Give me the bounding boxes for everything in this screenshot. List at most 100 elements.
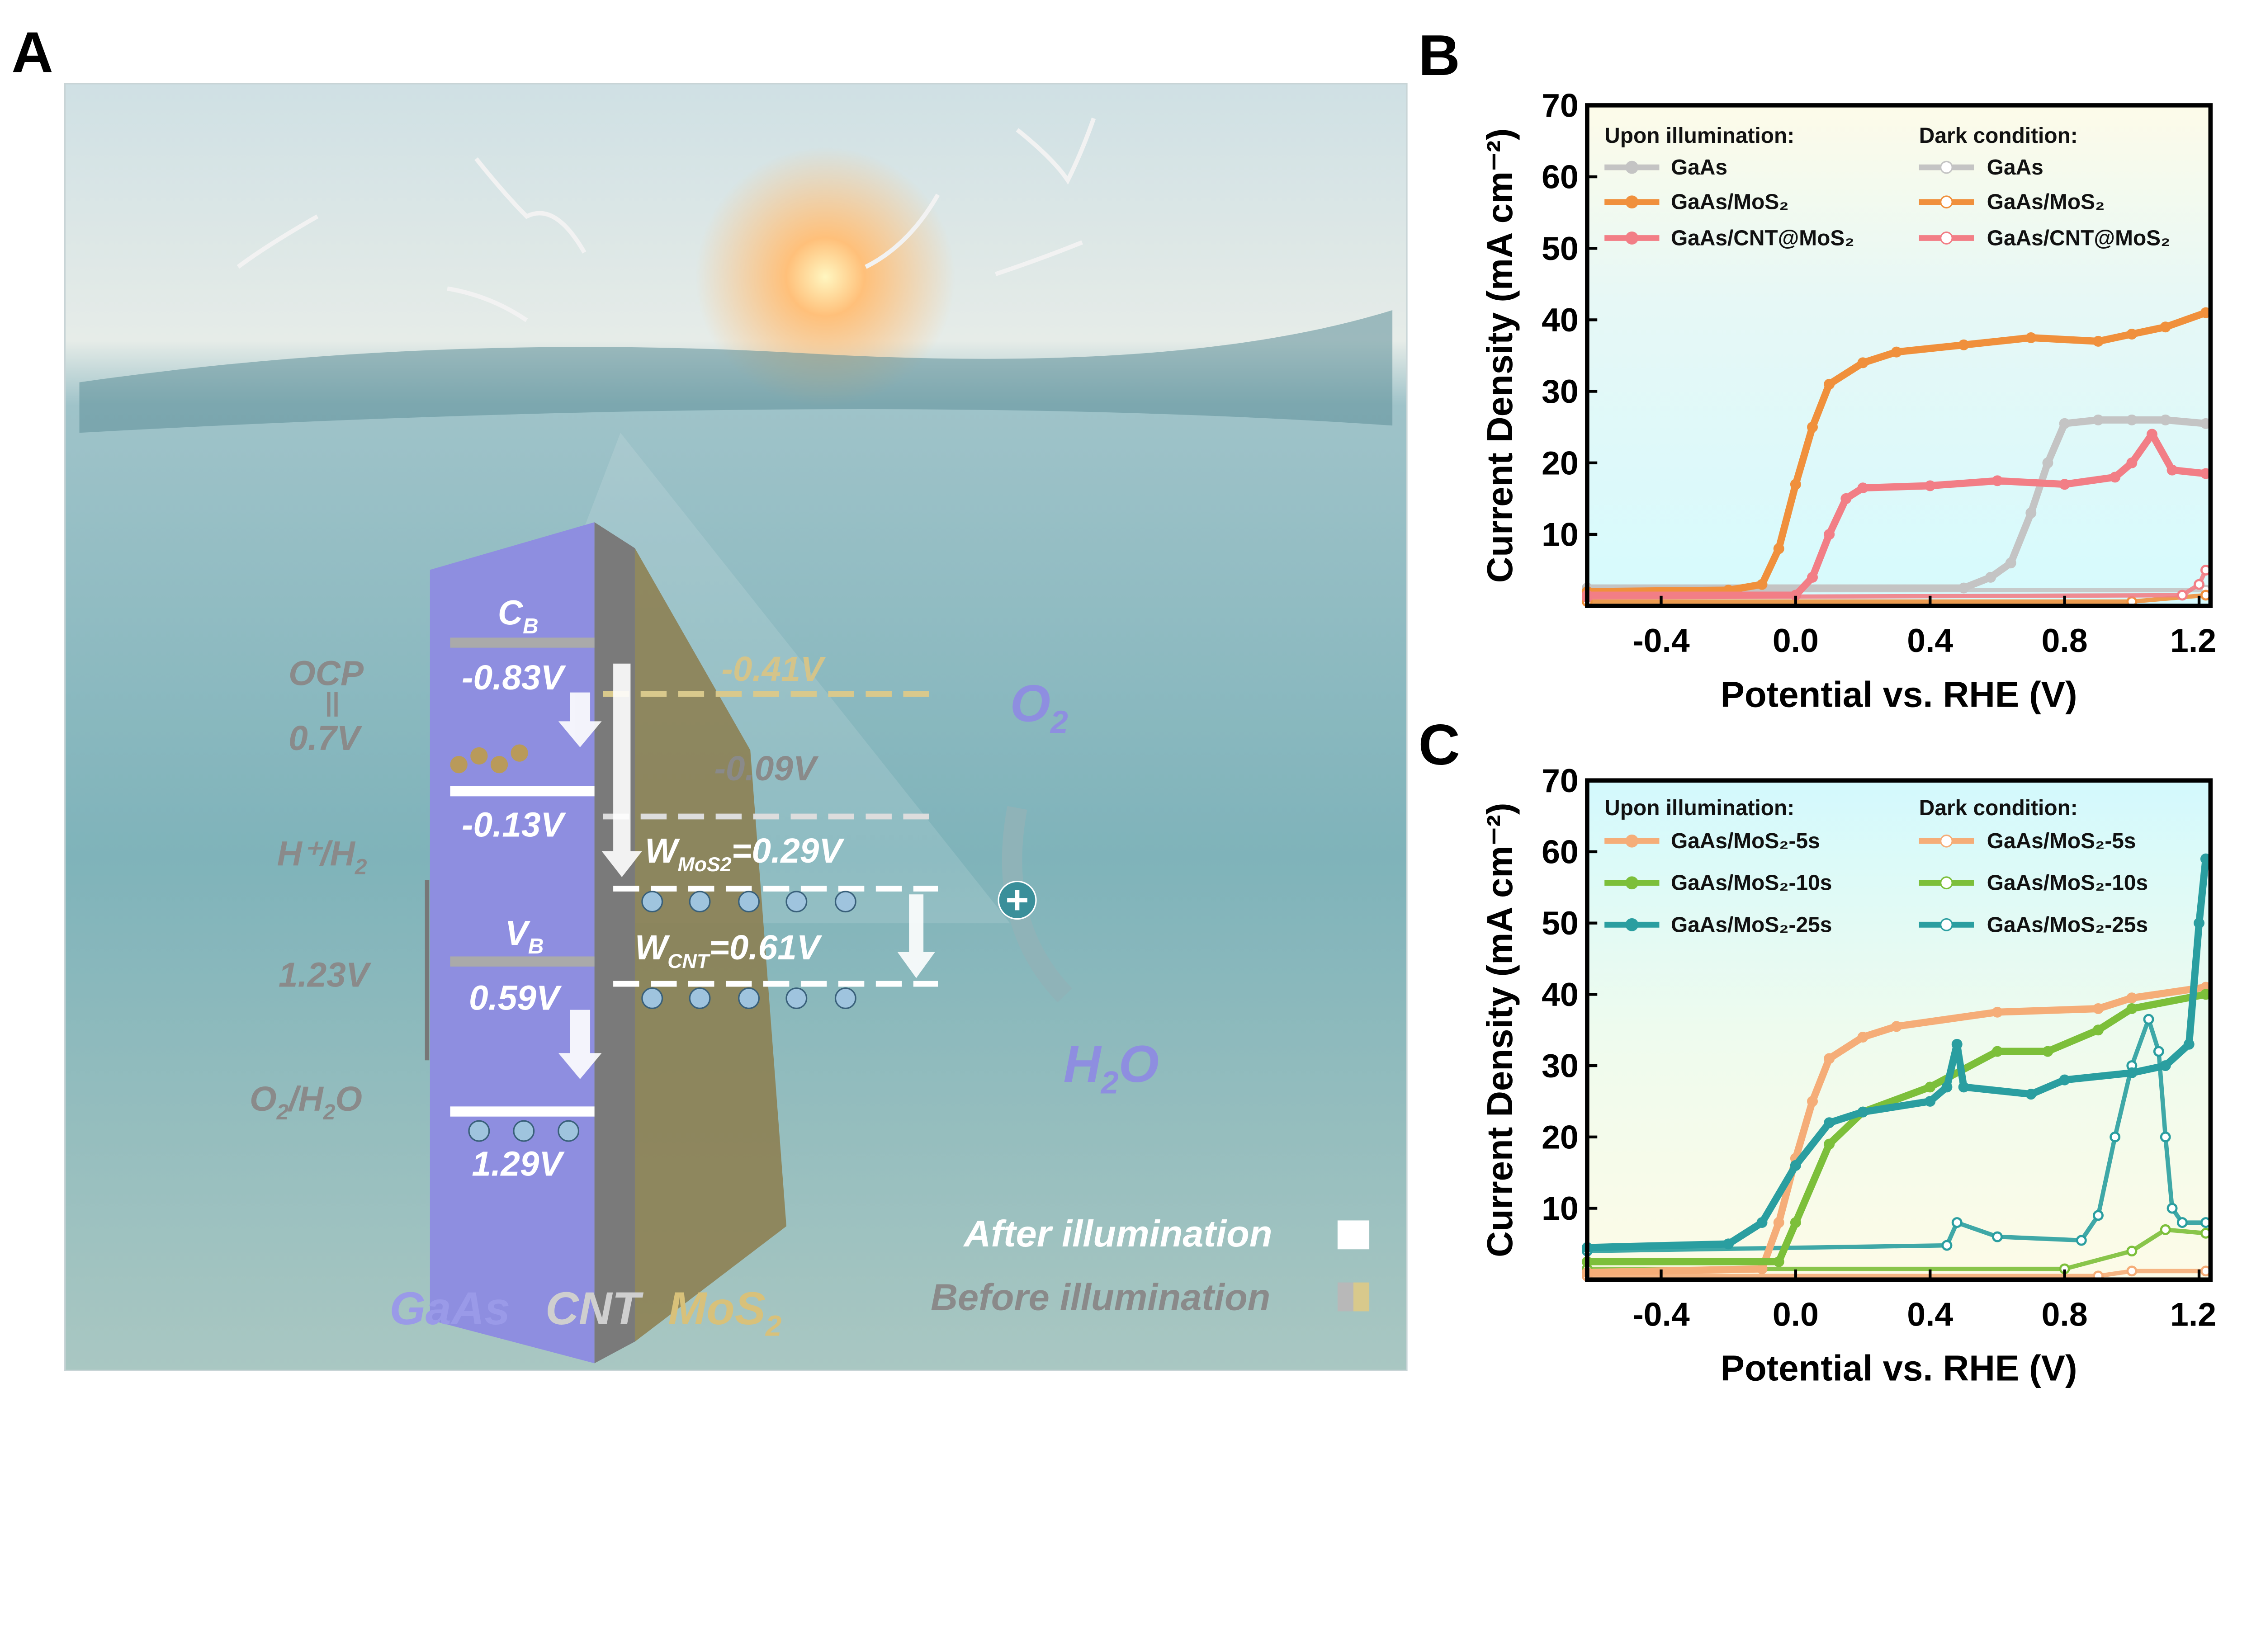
cb-label: CB — [498, 594, 539, 638]
y-tick-label: 20 — [1542, 1119, 1579, 1156]
h2o-label: H2O — [1064, 1035, 1159, 1100]
data-point — [2059, 479, 2070, 490]
y-tick-label: 30 — [1542, 1048, 1579, 1085]
w-mos2-label: WMoS2=0.29V — [645, 832, 845, 876]
plus-sign-icon — [1007, 890, 1027, 911]
legend-entry: GaAs/CNT@MoS₂ — [1987, 226, 2171, 250]
data-point — [2176, 1217, 2188, 1228]
data-point — [2005, 557, 2016, 569]
o2-label: O2 — [1010, 675, 1068, 740]
data-point — [1925, 1095, 1936, 1107]
material-gaas: GaAs — [390, 1283, 511, 1334]
mos2-level-value: -0.41V — [721, 650, 826, 689]
energy-level-bars — [450, 637, 595, 1117]
data-point — [2093, 335, 2104, 347]
data-point — [2126, 1246, 2138, 1257]
data-point — [1824, 1138, 1835, 1150]
plot-frame — [1585, 103, 2213, 608]
series-dark-gaas-cnt-mos- — [1587, 569, 2208, 600]
data-point — [1807, 421, 1818, 433]
ocp-equals: || — [325, 688, 339, 717]
chart-b: -0.4 0.0 0.4 0.8 1.2 10 20 30 40 50 60 70 Potential … — [1480, 87, 2216, 714]
y-tick-label: 50 — [1542, 905, 1579, 942]
carriers — [468, 891, 856, 1142]
data-point — [2153, 1046, 2164, 1057]
cnt-level-value: -0.09V — [714, 750, 819, 788]
legend-entry: GaAs/MoS₂-5s — [1987, 829, 2136, 853]
cb-after-value: -0.83V — [462, 659, 567, 697]
sun — [695, 147, 955, 407]
data-point — [1958, 582, 1969, 594]
data-point — [1891, 346, 1902, 358]
chart-c: -0.4 0.0 0.4 0.8 1.2 10 20 30 40 50 60 70 Potential … — [1480, 762, 2216, 1388]
data-point — [1951, 1217, 1963, 1228]
data-point — [1723, 1238, 1734, 1250]
mos2-layer — [634, 548, 786, 1342]
data-point — [2059, 418, 2070, 429]
data-point — [1925, 480, 1936, 491]
y-tick-label: 20 — [1542, 444, 1579, 481]
legend-before-illumination: Before illumination — [931, 1276, 1270, 1318]
x-tick-label: 1.2 — [2170, 1296, 2216, 1333]
series-dark-gaas-mos-5s — [1587, 1269, 2206, 1279]
dashed-levels — [603, 691, 938, 987]
data-point — [2126, 992, 2138, 1004]
data-point — [1790, 1160, 1801, 1171]
data-point — [1941, 1081, 1953, 1093]
legend-marker — [1625, 195, 1639, 209]
y-tick-label: 10 — [1542, 516, 1579, 553]
ocp-label: OCP — [289, 655, 364, 693]
seagull-icons — [237, 118, 1096, 322]
data-point — [2183, 1038, 2195, 1050]
data-point — [1824, 1117, 1835, 1128]
material-mos2: MoS2 — [668, 1283, 781, 1342]
vb-after-value: 1.29V — [472, 1145, 565, 1184]
legend-marker — [1625, 231, 1639, 245]
data-point — [1840, 493, 1852, 504]
y-axis-label: Current Density (mA cm⁻²) — [1480, 803, 1520, 1257]
legend-marker — [1625, 876, 1639, 890]
plot-frame — [1585, 778, 2213, 1282]
x-tick-label: 0.4 — [1907, 622, 1953, 659]
data-point — [1857, 357, 1868, 368]
data-point — [1773, 1217, 1784, 1228]
series-dark-gaas-mos-25s — [1587, 1017, 2206, 1253]
data-point — [2126, 457, 2138, 468]
data-point — [1958, 339, 1969, 350]
data-point — [2160, 1224, 2171, 1235]
legend-marker — [1625, 834, 1639, 848]
data-point — [2110, 1131, 2121, 1142]
x-axis-label: Potential vs. RHE (V) — [1721, 1348, 2077, 1388]
data-point — [2093, 414, 2104, 425]
data-point — [2166, 464, 2178, 476]
data-point — [2160, 1060, 2171, 1071]
h-couple-label: H⁺/H2 — [277, 835, 367, 879]
data-point — [1958, 1081, 1969, 1093]
data-point — [2093, 1024, 2104, 1036]
data-point — [2093, 1003, 2104, 1014]
legend-marker — [1940, 195, 1953, 209]
ocp-value: 0.7V — [289, 719, 362, 758]
data-point — [1824, 1053, 1835, 1064]
legend-title: Upon illumination: — [1604, 796, 1794, 820]
y-tick-label: 60 — [1542, 159, 1579, 196]
x-tick-label: 0.0 — [1773, 622, 1819, 659]
o-couple-label: O2/H2O — [250, 1080, 362, 1124]
electrons — [450, 744, 528, 774]
series-illum-gaas-mos-5s — [1587, 983, 2206, 1276]
y-tick-label: 10 — [1542, 1190, 1579, 1227]
x-tick-label: 0.8 — [2042, 622, 2088, 659]
data-point — [1857, 1032, 1868, 1043]
data-point — [2194, 917, 2205, 929]
y-axis-label: Current Density (mA cm⁻²) — [1480, 128, 1520, 583]
figure: A CB -0.83V -0.13V VB — [12, 20, 2217, 1388]
x-tick-label: -0.4 — [1632, 622, 1690, 659]
legend-entry: GaAs — [1671, 156, 1727, 179]
legend-entry: GaAs — [1987, 156, 2043, 179]
cb-before-value: -0.13V — [462, 806, 567, 845]
w-cnt-label: WCNT=0.61V — [635, 929, 823, 972]
data-point — [2042, 1046, 2053, 1057]
y-tick-label: 40 — [1542, 976, 1579, 1013]
legend-title: Dark condition: — [1919, 124, 2078, 148]
data-point — [2025, 1089, 2037, 1100]
